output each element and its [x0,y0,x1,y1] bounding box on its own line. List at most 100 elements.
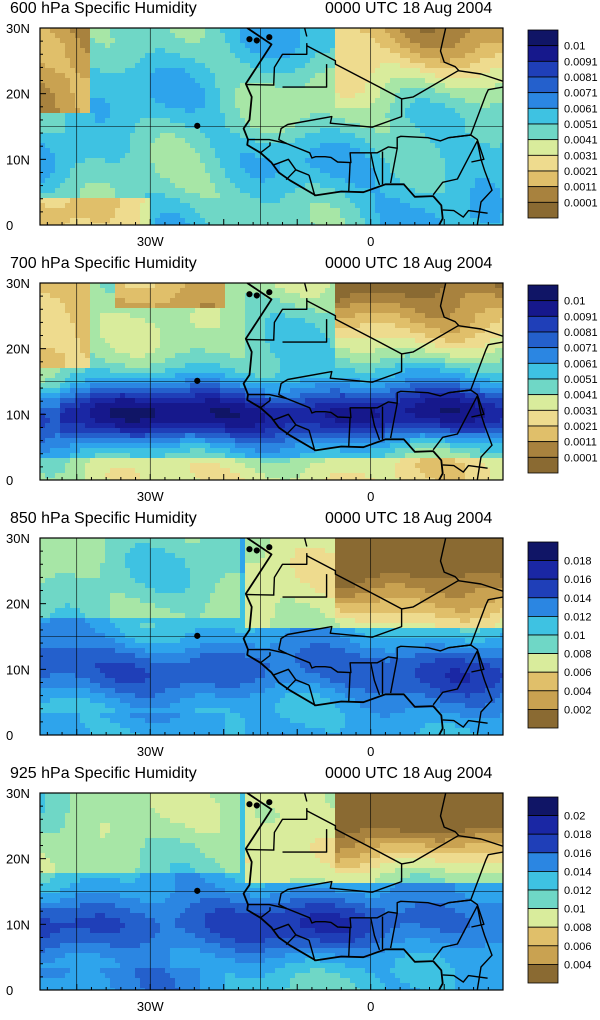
political-boundaries [194,283,503,480]
country-border [348,417,351,448]
legend-label: 0.01 [564,41,585,53]
legend-swatch [527,92,559,109]
country-border [282,829,328,853]
country-border [273,43,308,86]
legend-swatch [527,284,559,302]
panel-timestamp: 0000 UTC 18 Aug 2004 [325,0,493,17]
country-border [285,934,297,946]
island-marker [194,887,201,894]
country-border [401,579,503,610]
legend-label: 0.004 [564,959,592,971]
country-border [282,319,328,343]
legend-label: 0.0021 [564,421,598,433]
legend-swatch [527,871,559,891]
country-border [278,300,503,419]
legend-label: 0.016 [564,574,592,586]
gridlines [40,793,503,990]
country-border [370,152,381,186]
island-marker [194,377,201,384]
island-marker [266,289,273,296]
country-border [389,403,398,439]
lon-label: 30W [137,744,164,759]
legend-swatch [527,186,559,203]
lat-label: 30N [6,786,30,801]
country-border [348,162,351,193]
island-marker [246,546,253,553]
legend-label: 0.0051 [564,374,598,386]
gridlines [40,538,503,735]
legend-label: 0.0031 [564,405,598,417]
country-border [285,679,297,691]
country-border [308,174,316,197]
legend-label: 0.01 [564,630,585,642]
legend-swatch [527,409,559,427]
country-border [401,834,503,865]
country-border [245,848,275,851]
panel-850hpa: 850 hPa Specific Humidity 0000 UTC 18 Au… [0,510,600,765]
country-border [439,28,460,72]
legend-swatch [527,170,559,188]
island-marker [246,291,253,298]
panel-timestamp: 0000 UTC 18 Aug 2004 [325,510,493,527]
country-border [278,555,503,674]
legend-label: 0.016 [564,848,592,860]
legend-swatch [527,945,559,965]
country-border [278,45,503,164]
lat-label: 10N [6,662,30,677]
legend-label: 0.002 [564,704,592,716]
country-border [272,923,310,941]
country-border [303,538,308,547]
island-marker [194,122,201,129]
legend-label: 0.004 [564,686,592,698]
legend-swatch [527,616,559,636]
legend-label: 0.006 [564,941,592,953]
gridlines [40,28,503,225]
country-border [442,974,488,983]
legend-label: 0.0011 [564,437,597,449]
legend-label: 0.008 [564,649,592,661]
island-marker [246,801,253,808]
legend-swatch [527,29,559,47]
legend-swatch [527,908,559,928]
country-border [401,324,503,355]
color-bar-legend: 0.02 0.018 0.016 0.014 0.012 0.01 0.008 0.006 0.… [527,796,592,984]
island-marker [253,37,260,44]
country-border [476,395,493,480]
country-border [285,424,297,436]
legend-swatch [527,45,559,62]
country-border [308,429,316,452]
political-boundaries [194,28,503,225]
country-border [278,810,503,929]
lat-label: 0 [6,983,13,998]
legend-swatch [527,833,559,854]
lon-label: 30W [137,234,164,249]
country-border [448,899,485,928]
legend-swatch [527,926,559,947]
legend-swatch [527,425,559,443]
lon-label: 30W [137,999,164,1014]
lon-label: 0 [367,999,374,1014]
axis-ticks [40,282,504,481]
legend-swatch [527,708,559,729]
legend-label: 0.0001 [564,197,598,209]
legend-swatch [527,456,559,474]
legend-swatch [527,653,559,673]
legend-label: 0.0091 [564,56,598,68]
gridlines [40,283,503,480]
legend-swatch [527,201,559,219]
country-border [282,574,328,598]
plot-frame [39,27,504,226]
island-marker [266,34,273,41]
legend-label: 0.0081 [564,72,598,84]
legend-label: 0.02 [564,811,585,823]
country-border [260,397,271,409]
panel-700hpa: 700 hPa Specific Humidity 0000 UTC 18 Au… [0,255,600,510]
legend-label: 0.012 [564,611,592,623]
legend-swatch [527,60,559,78]
lat-label: 20N [6,342,30,357]
country-border [308,939,316,962]
lon-label: 0 [367,489,374,504]
panel-925hpa: 925 hPa Specific Humidity 0000 UTC 18 Au… [0,765,600,1020]
